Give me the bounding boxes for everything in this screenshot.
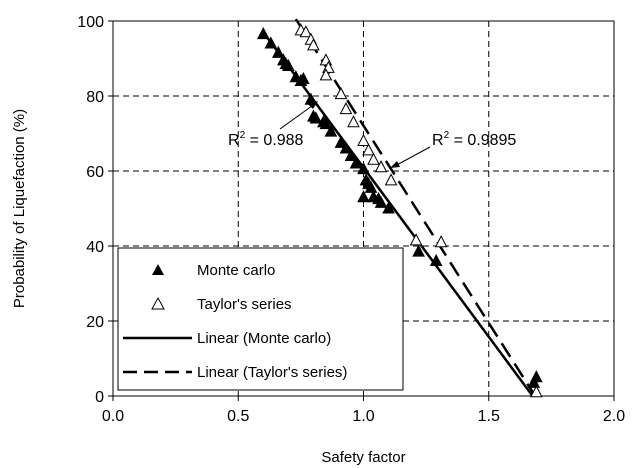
point-monte-carlo [334, 135, 348, 148]
point-monte-carlo [256, 27, 270, 40]
y-tick-label: 0 [95, 389, 104, 406]
x-axis: 0.0 0.5 1.0 1.5 2.0 [102, 396, 625, 425]
arrow-monte-carlo-head [308, 101, 318, 109]
point-taylor [319, 68, 333, 81]
point-monte-carlo [429, 253, 443, 266]
point-monte-carlo [349, 156, 363, 169]
ann-1-prefix: R [432, 132, 444, 149]
point-taylor [307, 38, 320, 51]
point-taylor [339, 102, 353, 115]
point-monte-carlo [412, 244, 425, 257]
legend-label-linear-monte-carlo: Linear (Monte carlo) [197, 330, 331, 347]
point-monte-carlo [527, 375, 541, 388]
y-axis: 0 20 40 60 80 100 [77, 14, 113, 406]
legend-open-triangle-icon [151, 296, 165, 310]
ann-1-suffix: = 0.9895 [449, 132, 516, 149]
legend-label-taylor: Taylor's series [197, 296, 292, 313]
point-monte-carlo [309, 111, 323, 124]
r-squared-monte-carlo: R2 = 0.988 [228, 130, 304, 149]
trendline-solid [262, 31, 534, 397]
ann-0-suffix: = 0.988 [245, 132, 303, 149]
point-taylor [374, 160, 388, 173]
annotation-arrows [279, 101, 431, 168]
y-tick-label: 20 [86, 314, 104, 331]
point-monte-carlo [264, 36, 278, 49]
trend-lines [262, 18, 537, 397]
point-taylor [357, 133, 370, 146]
point-taylor [530, 385, 543, 398]
ann-0-sup: 2 [240, 130, 246, 141]
legend-item-taylor: Taylor's series [151, 296, 292, 313]
y-axis-label: Probability of Liquefaction (%) [11, 109, 28, 308]
point-monte-carlo [272, 45, 285, 58]
point-taylor [347, 115, 360, 128]
y-tick-label: 80 [86, 89, 104, 106]
point-monte-carlo [344, 148, 358, 161]
point-monte-carlo [282, 58, 295, 71]
legend-box [117, 247, 404, 391]
legend-label-linear-taylor: Linear (Taylor's series) [197, 364, 347, 381]
y-tick-label: 40 [86, 239, 104, 256]
y-tick-label: 60 [86, 164, 104, 181]
arrow-taylor-head [390, 161, 400, 168]
x-tick-label: 1.0 [352, 408, 374, 425]
x-tick-label: 1.5 [478, 408, 500, 425]
point-monte-carlo [382, 201, 395, 214]
legend-item-monte-carlo: Monte carlo [152, 262, 275, 279]
point-taylor [384, 173, 398, 186]
point-monte-carlo [357, 162, 370, 175]
x-axis-label: Safety factor [321, 449, 405, 466]
point-taylor [334, 87, 348, 100]
point-taylor [409, 233, 423, 246]
ann-0-prefix: R [228, 132, 240, 149]
y-tick-label: 100 [77, 14, 104, 31]
point-monte-carlo [357, 190, 370, 203]
point-monte-carlo [297, 72, 310, 85]
legend-filled-triangle-icon [152, 264, 164, 275]
arrow-taylor [392, 146, 431, 168]
arrow-monte-carlo [279, 102, 317, 130]
svg-text:R2 = 0.988: R2 = 0.988 [228, 130, 304, 149]
legend-item-linear-taylor: Linear (Taylor's series) [123, 364, 347, 381]
ann-1-sup: 2 [444, 130, 450, 141]
x-tick-label: 0.5 [227, 408, 249, 425]
r-squared-taylor: R2 = 0.9895 [432, 130, 516, 149]
point-monte-carlo [339, 141, 353, 154]
point-taylor [367, 152, 380, 165]
data-markers [256, 23, 543, 398]
x-tick-label: 0.0 [102, 408, 124, 425]
point-taylor [434, 235, 448, 248]
legend-item-linear-monte-carlo: Linear (Monte carlo) [123, 330, 331, 347]
legend: Monte carlo Taylor's series Linear (Mont… [117, 247, 404, 391]
svg-text:R2 = 0.9895: R2 = 0.9895 [432, 130, 516, 149]
point-taylor [362, 143, 375, 156]
point-monte-carlo [319, 117, 333, 130]
point-monte-carlo [324, 124, 338, 137]
point-monte-carlo [364, 180, 378, 193]
x-tick-label: 2.0 [603, 408, 625, 425]
legend-label-monte-carlo: Monte carlo [197, 262, 275, 279]
point-taylor [299, 25, 313, 38]
trendline-dashed [294, 18, 537, 397]
point-monte-carlo [374, 195, 388, 208]
